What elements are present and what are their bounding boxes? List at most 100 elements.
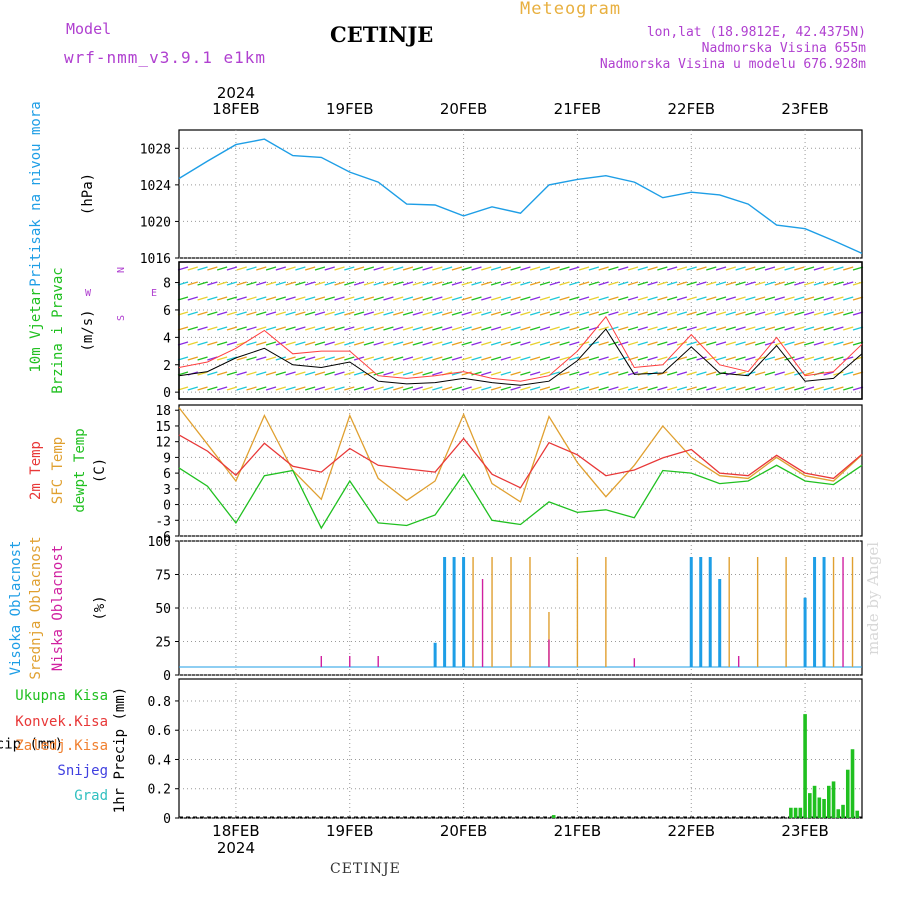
wind-barb (618, 356, 629, 361)
wind-barb (207, 311, 218, 316)
wind-barb (764, 356, 776, 361)
wind-barb (833, 266, 844, 271)
wind-barb (422, 281, 433, 286)
wind-barb (637, 281, 648, 286)
wind-barb (569, 356, 580, 361)
wind-barb (530, 356, 541, 361)
wind-barb (647, 296, 658, 301)
wind-barb (735, 296, 746, 301)
wind-barb (755, 326, 766, 331)
wind-barb (578, 266, 590, 271)
wind-barb (187, 281, 198, 286)
wind-barb (755, 266, 766, 271)
y-tick-label: 50 (155, 602, 171, 617)
wind-barb (549, 386, 560, 391)
wind-barb (383, 266, 394, 271)
wind-barb (256, 266, 267, 271)
compass-s: S (116, 315, 127, 321)
wind-barb (305, 281, 316, 286)
wind-barb (207, 341, 218, 346)
wind-barb (608, 341, 619, 346)
wind-barb (236, 281, 247, 286)
wind-barb (353, 386, 365, 391)
wind-barb (344, 386, 355, 391)
wind-barb (285, 341, 296, 346)
y-tick-label: 1028 (140, 142, 171, 157)
wind-barb (402, 341, 414, 346)
wind-barb (559, 341, 570, 346)
wind-barb (314, 356, 326, 361)
wind-barb (813, 356, 825, 361)
wind-barb (451, 356, 463, 361)
wind-barb (745, 326, 756, 331)
wind-barb (696, 371, 707, 376)
wind-barb (657, 341, 668, 346)
wind-barb (197, 356, 208, 361)
wind-barb (647, 281, 658, 286)
wind-barb (353, 311, 365, 316)
wind-barb (451, 266, 463, 271)
wind-barb (676, 386, 688, 391)
wind-barb (647, 311, 658, 316)
wind-barb (490, 311, 502, 316)
wind-barb (539, 311, 551, 316)
wind-barb (657, 311, 668, 316)
wind-barb (755, 341, 766, 346)
wind-barb (510, 281, 521, 286)
wind-barb (725, 356, 736, 361)
wind-barb (187, 311, 198, 316)
wind-barb (256, 311, 267, 316)
wind-barb (598, 356, 609, 361)
wind-barb (823, 281, 834, 286)
wind-barb (803, 281, 815, 286)
precip-bar (845, 769, 850, 818)
wind-barb (578, 386, 590, 391)
wind-barb (373, 356, 384, 361)
wind-barb (833, 281, 844, 286)
wind-barb (647, 386, 658, 391)
wind-barb (216, 371, 228, 376)
wind-barb (725, 371, 736, 376)
wind-barb (510, 356, 521, 361)
wind-barb (706, 296, 717, 301)
wind-barb (637, 266, 648, 271)
wind-barb (295, 341, 306, 346)
wind-barb (520, 296, 531, 301)
y-tick-label: 75 (155, 569, 171, 584)
wind-barb (843, 386, 854, 391)
wind-barb (402, 386, 414, 391)
y-tick-label: 1016 (140, 252, 171, 267)
wind-barb (197, 371, 208, 376)
wind-barb (784, 266, 795, 271)
wind-barb (353, 281, 365, 286)
wind-barb (422, 371, 433, 376)
compass-e: E (151, 288, 157, 299)
wind-barb (451, 341, 463, 346)
wind-barb (275, 311, 286, 316)
wind-barb (774, 356, 785, 361)
wind-barb (510, 371, 521, 376)
wind-barb (236, 266, 247, 271)
wind-barb (735, 311, 746, 316)
wind-barb (520, 386, 531, 391)
wind-barb (666, 341, 678, 346)
wind-barb (569, 281, 580, 286)
wind-barb (559, 386, 570, 391)
wind-barb (265, 326, 277, 331)
wind-barb (500, 341, 511, 346)
wind-barb (745, 266, 756, 271)
wind-barb (187, 296, 198, 301)
wind-barb (422, 356, 433, 361)
wind-barb (686, 326, 697, 331)
wind-barb (216, 311, 228, 316)
panel-frame-2 (178, 404, 863, 537)
wind-barb (833, 386, 844, 391)
wind-barb (314, 371, 326, 376)
wind-barb (265, 386, 277, 391)
wind-barb (618, 281, 629, 286)
wind-barb (647, 266, 658, 271)
wind-barb (373, 311, 384, 316)
wind-barb (539, 386, 551, 391)
wind-barb (197, 326, 208, 331)
wind-barb (539, 326, 551, 331)
